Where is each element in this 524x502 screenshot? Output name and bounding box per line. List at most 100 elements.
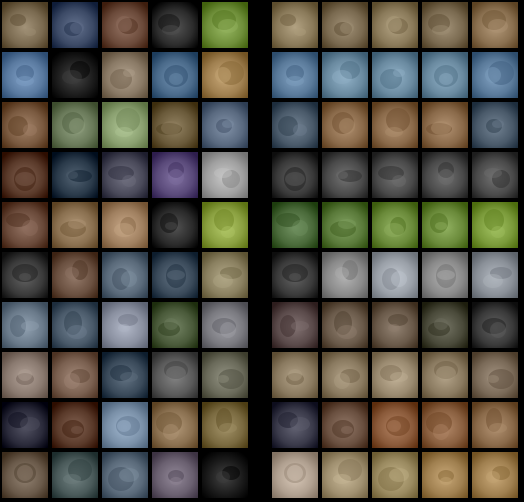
sample-image-tile: [422, 402, 468, 448]
sample-image-tile: [152, 2, 198, 48]
sample-image-tile: [102, 352, 148, 398]
sample-image-tile: [322, 2, 368, 48]
sample-image-tile: [422, 2, 468, 48]
sample-image-tile: [472, 352, 518, 398]
sample-image-tile: [102, 302, 148, 348]
sample-image-tile: [422, 52, 468, 98]
sample-image-tile: [52, 302, 98, 348]
sample-image-tile: [202, 102, 248, 148]
sample-image-tile: [52, 452, 98, 498]
sample-image-tile: [2, 2, 48, 48]
sample-image-tile: [2, 52, 48, 98]
sample-image-tile: [102, 52, 148, 98]
sample-image-tile: [152, 202, 198, 248]
sample-image-tile: [272, 52, 318, 98]
sample-image-tile: [372, 402, 418, 448]
sample-image-tile: [2, 252, 48, 298]
sample-image-tile: [322, 452, 368, 498]
sample-image-tile: [202, 52, 248, 98]
sample-image-tile: [372, 302, 418, 348]
sample-image-tile: [322, 302, 368, 348]
sample-image-tile: [422, 252, 468, 298]
sample-image-tile: [52, 52, 98, 98]
sample-image-tile: [52, 402, 98, 448]
sample-image-tile: [422, 352, 468, 398]
sample-image-tile: [422, 102, 468, 148]
sample-image-tile: [472, 102, 518, 148]
sample-image-tile: [152, 52, 198, 98]
sample-image-tile: [2, 302, 48, 348]
sample-image-tile: [152, 452, 198, 498]
sample-image-tile: [152, 402, 198, 448]
sample-image-tile: [272, 2, 318, 48]
sample-image-tile: [52, 152, 98, 198]
sample-image-tile: [202, 352, 248, 398]
sample-image-tile: [372, 102, 418, 148]
sample-image-tile: [272, 252, 318, 298]
sample-image-tile: [422, 152, 468, 198]
sample-image-tile: [202, 402, 248, 448]
sample-image-tile: [272, 152, 318, 198]
sample-image-tile: [202, 452, 248, 498]
sample-image-tile: [322, 202, 368, 248]
sample-image-tile: [152, 352, 198, 398]
sample-image-tile: [422, 302, 468, 348]
sample-image-tile: [2, 152, 48, 198]
sample-image-tile: [372, 152, 418, 198]
sample-image-tile: [102, 452, 148, 498]
sample-image-tile: [322, 102, 368, 148]
sample-image-tile: [202, 302, 248, 348]
sample-image-tile: [472, 302, 518, 348]
sample-image-tile: [472, 52, 518, 98]
sample-image-tile: [272, 402, 318, 448]
sample-image-tile: [272, 352, 318, 398]
sample-image-tile: [372, 2, 418, 48]
sample-image-tile: [372, 52, 418, 98]
sample-image-tile: [272, 302, 318, 348]
sample-image-tile: [202, 202, 248, 248]
sample-image-tile: [102, 152, 148, 198]
sample-image-tile: [372, 352, 418, 398]
sample-image-tile: [272, 102, 318, 148]
sample-image-tile: [322, 352, 368, 398]
sample-image-tile: [472, 252, 518, 298]
sample-image-tile: [152, 252, 198, 298]
sample-image-tile: [472, 2, 518, 48]
sample-image-tile: [102, 252, 148, 298]
sample-image-tile: [2, 102, 48, 148]
sample-image-tile: [272, 452, 318, 498]
sample-image-tile: [52, 352, 98, 398]
sample-image-tile: [372, 452, 418, 498]
sample-image-tile: [2, 352, 48, 398]
sample-image-tile: [102, 2, 148, 48]
sample-image-tile: [52, 202, 98, 248]
sample-image-tile: [2, 452, 48, 498]
sample-image-tile: [322, 252, 368, 298]
sample-image-tile: [202, 152, 248, 198]
sample-image-tile: [152, 102, 198, 148]
sample-image-tile: [152, 302, 198, 348]
sample-image-tile: [372, 202, 418, 248]
sample-image-tile: [422, 202, 468, 248]
sample-image-tile: [322, 152, 368, 198]
sample-image-tile: [422, 452, 468, 498]
sample-image-tile: [52, 252, 98, 298]
sample-image-tile: [102, 102, 148, 148]
sample-image-tile: [472, 402, 518, 448]
sample-image-tile: [322, 52, 368, 98]
sample-image-tile: [472, 452, 518, 498]
sample-image-tile: [202, 2, 248, 48]
sample-image-tile: [102, 402, 148, 448]
sample-image-tile: [2, 202, 48, 248]
sample-image-tile: [102, 202, 148, 248]
sample-image-tile: [52, 102, 98, 148]
sample-image-tile: [2, 402, 48, 448]
sample-image-tile: [152, 152, 198, 198]
sample-image-tile: [472, 152, 518, 198]
sample-image-tile: [322, 402, 368, 448]
sample-image-tile: [472, 202, 518, 248]
sample-image-tile: [202, 252, 248, 298]
sample-image-tile: [52, 2, 98, 48]
sample-image-tile: [272, 202, 318, 248]
sample-image-tile: [372, 252, 418, 298]
